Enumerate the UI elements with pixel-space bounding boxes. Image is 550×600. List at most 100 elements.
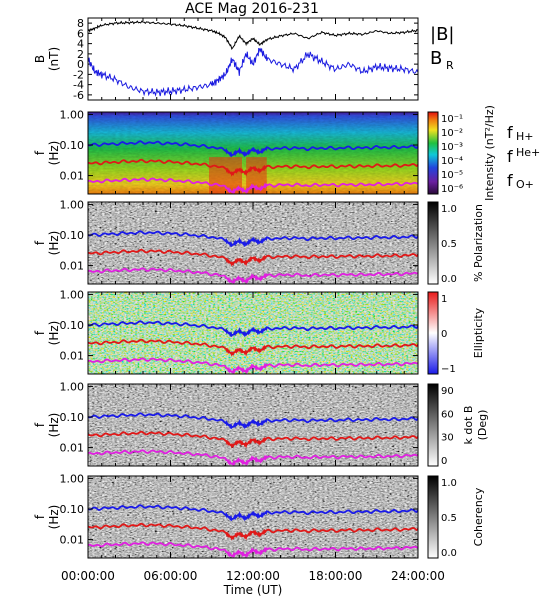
xtick-label: 12:00:00: [226, 569, 280, 583]
ytick-label: 0.01: [60, 170, 85, 183]
ytick-label: 0.10: [60, 139, 85, 152]
xtick-label: 24:00:00: [391, 569, 445, 583]
colorbar-label: Intensity (nT²/Hz): [483, 105, 496, 201]
series-line-0: [87, 20, 419, 51]
ylabel: f: [33, 150, 47, 155]
ytick-label: 0.10: [60, 229, 85, 242]
colorbar-tick-label: 1: [441, 294, 447, 305]
gyrofreq-line-f_He+: [87, 338, 419, 357]
ytick-label: 0.10: [60, 503, 85, 516]
spectrogram-image: [88, 384, 418, 466]
ylabel-units: (Hz): [47, 321, 61, 346]
xtick-label: 06:00:00: [144, 569, 198, 583]
spectrogram-image: [88, 202, 418, 284]
colorbar-label: Ellipticity: [472, 307, 485, 358]
gyrofreq-legend: f H+f He+f O+: [507, 123, 540, 191]
legend-entry-sub: R: [446, 59, 454, 72]
gyrofreq-line-f_O+: [87, 177, 419, 195]
colorbar-tick-label: 0: [441, 456, 447, 467]
colorbar-label: % Polarization: [472, 204, 485, 282]
ytick-label: 0: [77, 58, 84, 71]
legend-entry-sub: H+: [516, 130, 534, 143]
panel-frame: [87, 17, 419, 101]
gyrofreq-line-f_O+: [87, 449, 419, 467]
colorbar-tick-label: 60: [441, 409, 454, 420]
colorbar-tick-label: 30: [441, 433, 454, 444]
gyrofreq-line-f_H+: [87, 320, 419, 338]
spectrogram-image: [88, 476, 418, 558]
colorbar: [427, 111, 439, 195]
colorbar-label: Coherency: [472, 487, 485, 546]
ylabel: f: [33, 240, 47, 245]
chart-title: ACE Mag 2016-231: [185, 1, 319, 17]
ytick-label: 8: [77, 17, 84, 30]
ytick-label: 0.01: [60, 350, 85, 363]
ylabel-units: (Hz): [47, 231, 61, 256]
ytick-label: 2: [77, 48, 84, 61]
xtick-label: 18:00:00: [309, 569, 363, 583]
colorbar-tick-label: 0.5: [441, 239, 457, 250]
colorbar-tick-label: 0.0: [441, 548, 457, 559]
colorbar-tick-label: 90: [441, 386, 454, 397]
spectrogram-image: [88, 292, 418, 374]
ylabel: f: [33, 422, 47, 427]
gyrofreq-line-f_He+: [87, 248, 419, 267]
colorbar-tick-label: 10⁻⁶: [441, 184, 463, 195]
ytick-label: 1.00: [60, 380, 85, 393]
colorbar: [427, 383, 439, 467]
ylabel-units: (Hz): [47, 141, 61, 166]
ytick-label: 6: [77, 27, 84, 40]
panel-2: 1.000.100.01f (Hz)10⁻¹10⁻²10⁻³10⁻⁴10⁻⁵10⁻…: [33, 105, 540, 201]
xlabel: Time (UT): [223, 583, 283, 597]
colorbar-tick-label: 10⁻⁵: [441, 170, 463, 181]
colorbar: [427, 475, 439, 559]
panel-6: 1.00 0.10 0.01 f (Hz) 1.0 0.5 0.0 Coherency: [33, 472, 485, 559]
legend: |B| B R: [430, 24, 454, 72]
gyrofreq-line-f_O+: [87, 357, 419, 375]
gyrofreq-line-f_H+: [87, 140, 419, 158]
ytick-label: -6: [73, 89, 84, 102]
colorbar-tick-label: 10⁻¹: [441, 114, 463, 125]
ytick-label: 4: [77, 38, 84, 51]
ytick-label: 0.01: [60, 260, 85, 273]
gyrofreq-line-f_H+: [87, 230, 419, 248]
ytick-label: 1.00: [60, 108, 85, 121]
ylabel-units: (Hz): [47, 413, 61, 438]
colorbar-tick-label: 10⁻⁴: [441, 156, 463, 167]
colorbar-tick-label: 1.0: [441, 204, 457, 215]
legend-entry: f: [507, 123, 513, 142]
ytick-label: 1.00: [60, 472, 85, 485]
colorbar-tick-label: 0: [441, 329, 447, 340]
ytick-label: 0.10: [60, 411, 85, 424]
legend-entry: f: [507, 147, 513, 166]
colorbar-tick-label: 10⁻³: [441, 142, 463, 153]
gyrofreq-line-f_He+: [87, 430, 419, 449]
ylabel: f: [33, 330, 47, 335]
colorbar: [427, 291, 439, 375]
ylabel-units: (Hz): [47, 505, 61, 530]
legend-entry-sub: He+: [516, 146, 540, 159]
series-line-1: [87, 47, 419, 97]
legend-entry-sub: O+: [516, 178, 534, 191]
panel-4: 1.00 0.10 0.01 f (Hz) 1 0 −1 Ellipticity: [33, 288, 485, 375]
gyrofreq-line-f_H+: [87, 504, 419, 522]
colorbar: [427, 201, 439, 285]
ylabel: B: [33, 55, 47, 63]
ytick-label: -2: [73, 68, 84, 81]
ytick-label: 0.10: [60, 319, 85, 332]
ylabel-units: (nT): [47, 47, 61, 71]
spectrogram-image: [88, 112, 418, 194]
ytick-label: 0.01: [60, 534, 85, 547]
gyrofreq-line-f_O+: [87, 267, 419, 285]
ylabel: f: [33, 514, 47, 519]
colorbar-tick-label: 1.0: [441, 478, 457, 489]
colorbar-tick-label: 0.0: [441, 274, 457, 285]
colorbar-label-units: (Deg): [476, 410, 489, 441]
colorbar-label: k dot B: [462, 406, 475, 445]
gyrofreq-line-f_He+: [87, 158, 419, 177]
ytick-label: 0.01: [60, 442, 85, 455]
gyrofreq-line-f_He+: [87, 522, 419, 541]
gyrofreq-line-f_H+: [87, 412, 419, 430]
legend-entry: f: [507, 171, 513, 190]
